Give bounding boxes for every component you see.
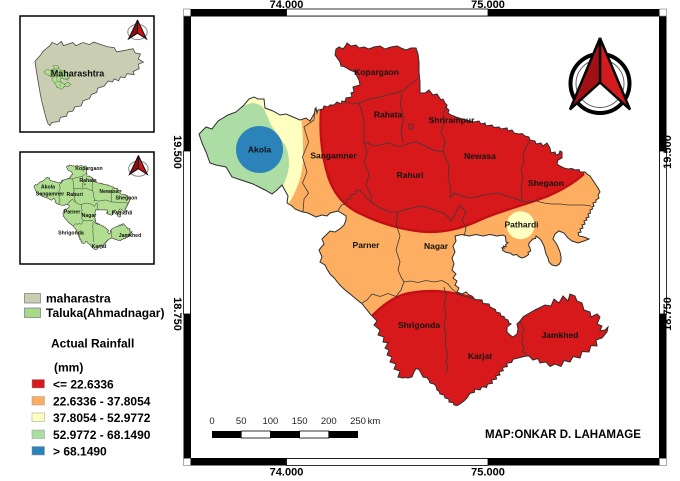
svg-text:37.8054 - 52.9772: 37.8054 - 52.9772 [53,411,151,425]
svg-text:Shrigonda: Shrigonda [398,320,440,330]
svg-text:Parner: Parner [353,240,381,250]
svg-text:Karjat: Karjat [468,351,492,361]
svg-text:Akola: Akola [248,145,271,155]
svg-text:Nagar: Nagar [424,241,449,251]
svg-text:Pathardi: Pathardi [504,220,538,230]
svg-text:74.000: 74.000 [270,467,304,479]
svg-text:Rahuri: Rahuri [397,170,424,180]
svg-text:Actual Rainfall: Actual Rainfall [51,337,134,351]
svg-text:Taluka(Ahmadnagar): Taluka(Ahmadnagar) [46,306,164,320]
svg-text:Kopargaon: Kopargaon [75,166,102,172]
svg-text:Akola: Akola [41,185,55,191]
svg-text:18.750: 18.750 [171,297,183,331]
svg-text:Parner: Parner [64,210,80,216]
svg-text:(mm): (mm) [54,361,83,375]
svg-text:km: km [368,416,381,427]
svg-text:22.6336 - 37.8054: 22.6336 - 37.8054 [53,395,151,409]
svg-text:52.9772 - 68.1490: 52.9772 - 68.1490 [53,428,151,442]
svg-text:19.500: 19.500 [171,135,183,169]
svg-text:18.750: 18.750 [662,297,674,331]
svg-text:maharastra: maharastra [46,292,111,306]
svg-text:Sangamner: Sangamner [310,151,357,161]
svg-text:Kopargaon: Kopargaon [354,67,399,77]
svg-text:Nagar: Nagar [82,213,97,219]
svg-text:74.000: 74.000 [270,0,304,11]
svg-text:100: 100 [262,416,278,427]
svg-text:Rahata: Rahata [374,110,403,120]
svg-text:Rahata: Rahata [79,178,96,184]
svg-text:Karjat: Karjat [92,244,107,250]
svg-text:> 68.1490: > 68.1490 [53,445,107,459]
svg-text:Newasa: Newasa [99,189,118,195]
svg-text:0: 0 [209,416,214,427]
svg-text:Maharashtra: Maharashtra [51,69,106,79]
svg-text:Shrigonda: Shrigonda [58,231,84,237]
svg-text:Jamkhed: Jamkhed [119,233,142,239]
svg-text:Shegaon: Shegaon [116,196,138,202]
svg-text:250: 250 [350,416,366,427]
svg-text:19.500: 19.500 [662,135,674,169]
svg-text:50: 50 [236,416,247,427]
svg-text:MAP:ONKAR D. LAHAMAGE: MAP:ONKAR D. LAHAMAGE [485,429,641,441]
svg-text:Newasa: Newasa [464,151,496,161]
svg-text:75.000: 75.000 [471,0,505,11]
svg-text:200: 200 [321,416,337,427]
svg-text:Jamkhed: Jamkhed [542,330,579,340]
svg-text:Rahuri: Rahuri [66,192,83,198]
svg-text:Shrirampur: Shrirampur [429,115,476,125]
svg-text:Pathardi: Pathardi [112,211,133,217]
svg-text:Shegaon: Shegaon [528,178,564,188]
svg-text:<= 22.6336: <= 22.6336 [53,378,114,392]
svg-text:150: 150 [292,416,308,427]
svg-text:Sangamner: Sangamner [36,192,64,198]
svg-text:75.000: 75.000 [471,467,505,479]
